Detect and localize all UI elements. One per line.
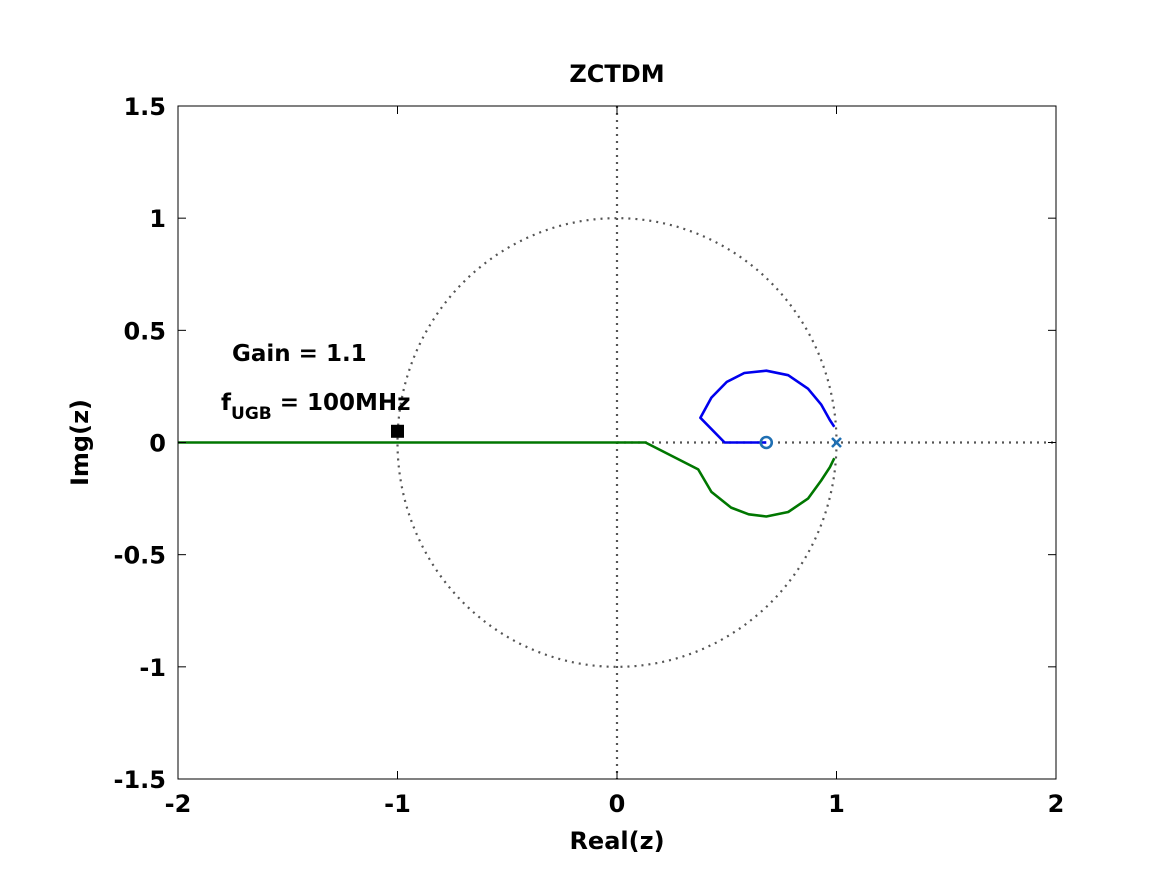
y-tick-label: -1.5 — [114, 766, 166, 794]
chart-title: ZCTDM — [569, 60, 664, 88]
x-axis-label: Real(z) — [569, 827, 664, 855]
pole-marker — [831, 437, 842, 448]
x-tick-label: 0 — [609, 790, 626, 818]
x-tick-label: -2 — [165, 790, 192, 818]
y-tick-label: -1 — [139, 654, 166, 682]
gain-annotation: Gain = 1.1 — [232, 341, 367, 367]
pole-marker-stroke-b — [831, 437, 842, 448]
x-tick-label: 1 — [828, 790, 845, 818]
gain-point-marker — [391, 424, 404, 438]
y-tick-label: 0.5 — [123, 317, 166, 345]
fugb-symbol: f — [221, 390, 232, 416]
zero-marker — [759, 435, 774, 450]
x-tick-label: 2 — [1048, 790, 1065, 818]
x-tick-label: -1 — [384, 790, 411, 818]
y-tick-label: -0.5 — [114, 542, 166, 570]
markers — [391, 424, 842, 450]
axis-ticks: -2 -1 0 1 2 -1.5 -1 -0.5 0 0.5 1 1.5 — [114, 93, 1065, 818]
y-axis-label: Img(z) — [66, 399, 94, 486]
y-tick-label: 0 — [149, 430, 166, 458]
data-series — [178, 369, 836, 518]
locus-branch-2 — [178, 441, 836, 518]
locus-branch-1 — [699, 369, 836, 444]
fugb-subscript: UGB — [231, 404, 272, 424]
y-tick-label: 1.5 — [123, 93, 166, 121]
fugb-annotation: fUGB = 100MHz — [221, 390, 411, 424]
fugb-value: = 100MHz — [272, 390, 411, 416]
y-tick-label: 1 — [149, 205, 166, 233]
